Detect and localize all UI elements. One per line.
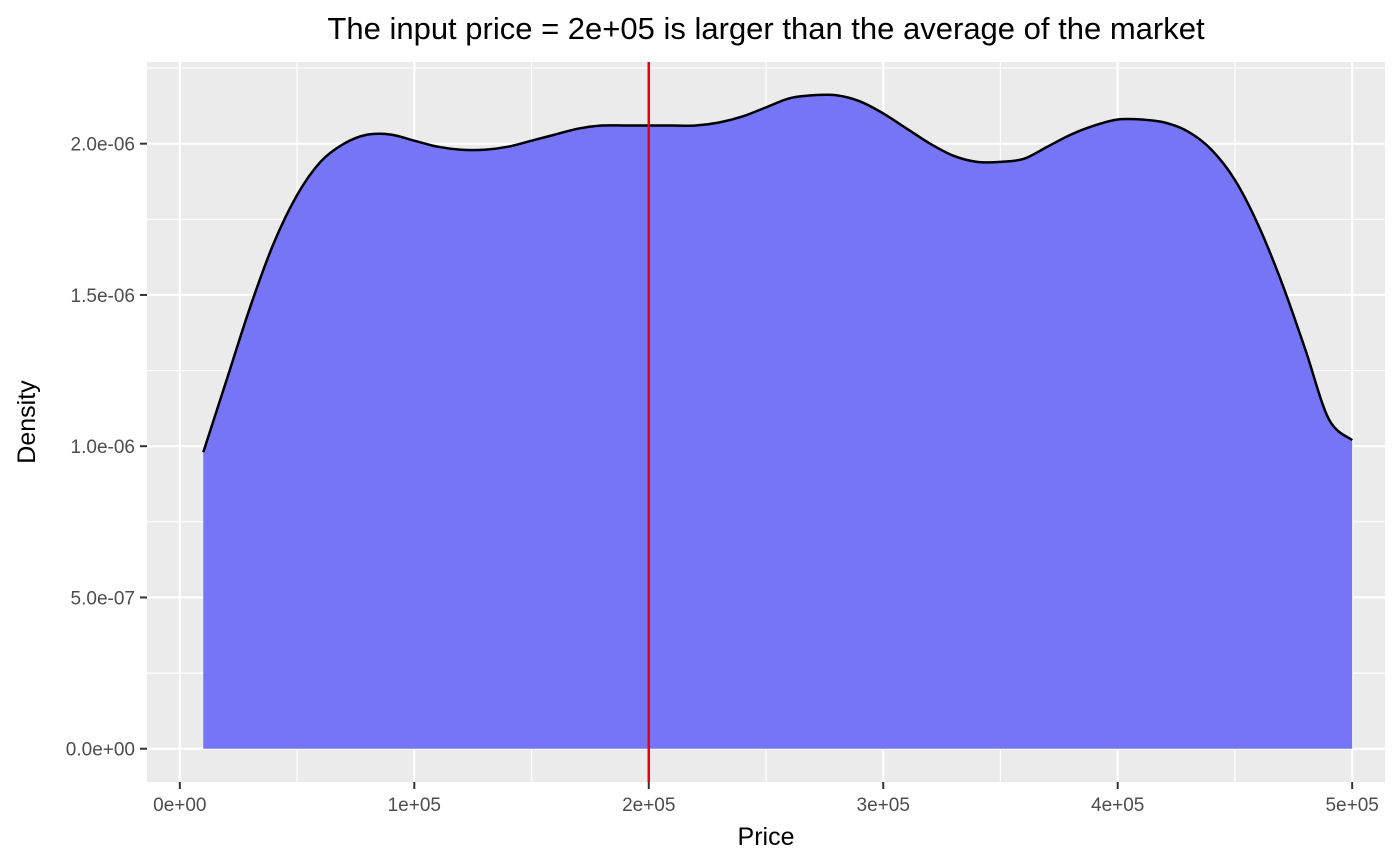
x-tick-label: 0e+00 — [153, 795, 206, 816]
density-curve — [202, 93, 1354, 453]
x-tick-label: 3e+05 — [857, 795, 910, 816]
x-axis: 0e+00 1e+05 2e+05 3e+05 4e+05 5e+05 — [153, 782, 1379, 816]
chart-title: The input price = 2e+05 is larger than t… — [327, 11, 1205, 46]
y-tick-label: 1.0e-06 — [71, 437, 135, 458]
y-tick-label: 0.0e+00 — [66, 740, 135, 761]
y-tick-label: 5.0e-07 — [71, 588, 135, 609]
x-tick-label: 4e+05 — [1091, 795, 1144, 816]
y-tick-label: 1.5e-06 — [71, 286, 135, 307]
x-tick-label: 5e+05 — [1325, 795, 1378, 816]
density-area — [203, 94, 1353, 749]
y-axis: 0.0e+00 5.0e-07 1.0e-06 1.5e-06 2.0e-06 — [66, 135, 147, 761]
x-axis-title: Price — [738, 823, 795, 851]
x-tick-label: 2e+05 — [622, 795, 675, 816]
y-tick-label: 2.0e-06 — [71, 135, 135, 156]
y-axis-title: Density — [13, 380, 41, 464]
x-tick-label: 1e+05 — [388, 795, 441, 816]
